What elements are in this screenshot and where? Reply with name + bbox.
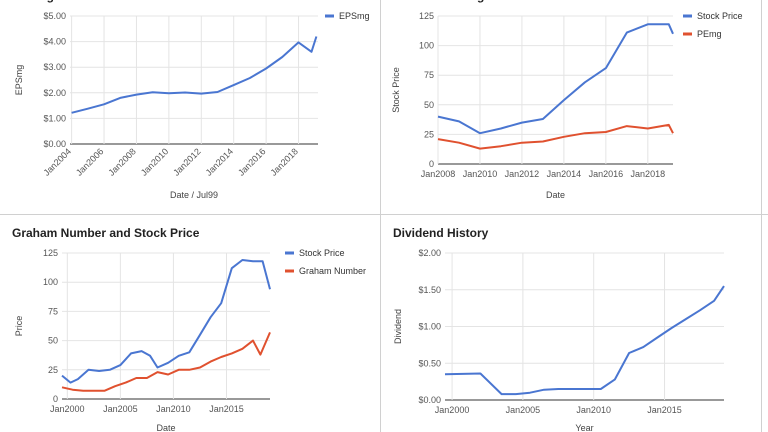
y-tick-label: $5.00 bbox=[43, 11, 66, 21]
series-line-graham-number bbox=[61, 332, 271, 392]
x-tick-label: Jan2012 bbox=[171, 146, 202, 177]
y-axis-label: EPSmg bbox=[14, 65, 24, 96]
x-tick-label: Jan2014 bbox=[204, 146, 235, 177]
legend-label: Graham Number bbox=[299, 266, 366, 276]
x-tick-label: Jan2016 bbox=[236, 146, 267, 177]
legend-label: EPSmg bbox=[339, 11, 370, 21]
x-tick-label: Jan2004 bbox=[42, 146, 73, 177]
chart-dividend-history: Dividend History $0.00 $0.50 $1.00 $1.50 $2.0… bbox=[393, 226, 725, 432]
chart-title: Price and PEmg bbox=[393, 0, 484, 3]
x-axis-label: Year bbox=[575, 423, 593, 432]
y-tick-label: 100 bbox=[43, 277, 58, 287]
y-tick-label: $1.00 bbox=[43, 113, 66, 123]
chart-epsmg: EPSmg $0.00 $1.00 $2.00 $3.00 $4.00 $5.00 Jan20… bbox=[12, 0, 370, 200]
x-tick-label: Jan2015 bbox=[209, 404, 244, 414]
y-tick-label: $2.00 bbox=[43, 88, 66, 98]
y-tick-label: 100 bbox=[419, 41, 434, 51]
y-tick-label: 25 bbox=[424, 129, 434, 139]
x-tick-label: Jan2005 bbox=[506, 405, 541, 415]
x-tick-label: Jan2012 bbox=[505, 169, 540, 179]
chart-graham-number: Graham Number and Stock Price 0 25 50 75 100 1… bbox=[12, 226, 366, 432]
y-tick-label: $0.00 bbox=[43, 139, 66, 149]
y-tick-label: $3.00 bbox=[43, 62, 66, 72]
series-line-stock-price bbox=[61, 259, 271, 384]
x-axis-label: Date bbox=[156, 423, 175, 432]
x-tick-label: Jan2000 bbox=[50, 404, 85, 414]
y-tick-label: 0 bbox=[429, 159, 434, 169]
panel-edge-right bbox=[761, 0, 762, 432]
chart-panel-graham-number: Graham Number and Stock Price 0 25 50 75 100 1… bbox=[0, 215, 380, 432]
x-tick-label: Jan2018 bbox=[631, 169, 666, 179]
x-tick-label: Jan2018 bbox=[268, 146, 299, 177]
chart-panel-price-and-pemg: Price and PEmg 0 25 50 75 100 125 Jan2008 Jan201… bbox=[381, 0, 761, 214]
x-tick-label: Jan2014 bbox=[547, 169, 582, 179]
series-line-pemg bbox=[437, 123, 674, 150]
x-tick-label: Jan2015 bbox=[647, 405, 682, 415]
y-tick-label: 125 bbox=[43, 248, 58, 258]
x-tick-label: Jan2005 bbox=[103, 404, 138, 414]
chart-price-and-pemg: Price and PEmg 0 25 50 75 100 125 Jan2008 Jan201… bbox=[391, 0, 743, 200]
x-tick-label: Jan2016 bbox=[589, 169, 624, 179]
y-tick-label: 25 bbox=[48, 365, 58, 375]
x-tick-label: Jan2010 bbox=[156, 404, 191, 414]
x-tick-label: Jan2008 bbox=[106, 146, 137, 177]
x-tick-label: Jan2008 bbox=[421, 169, 456, 179]
y-tick-label: $1.50 bbox=[418, 285, 441, 295]
legend-label: PEmg bbox=[697, 29, 722, 39]
chart-panel-epsmg: EPSmg $0.00 $1.00 $2.00 $3.00 $4.00 $5.00 Jan20… bbox=[0, 0, 380, 214]
series-line-dividend bbox=[444, 285, 725, 396]
y-axis-label: Dividend bbox=[393, 309, 403, 344]
y-tick-label: 0 bbox=[53, 394, 58, 404]
x-axis-label: Date / Jul99 bbox=[170, 190, 218, 200]
legend-label: Stock Price bbox=[697, 11, 743, 21]
y-tick-label: $1.00 bbox=[418, 322, 441, 332]
y-tick-label: $4.00 bbox=[43, 37, 66, 47]
panel-divider-vertical bbox=[380, 0, 381, 432]
x-axis-label: Date bbox=[546, 190, 565, 200]
series-line-stock-price bbox=[437, 23, 674, 135]
y-tick-label: 75 bbox=[424, 70, 434, 80]
y-tick-label: $0.50 bbox=[418, 358, 441, 368]
y-tick-label: $0.00 bbox=[418, 395, 441, 405]
chart-title: EPSmg bbox=[12, 0, 54, 3]
y-tick-label: $2.00 bbox=[418, 248, 441, 258]
y-tick-label: 50 bbox=[48, 336, 58, 346]
x-tick-label: Jan2000 bbox=[435, 405, 470, 415]
legend-label: Stock Price bbox=[299, 248, 345, 258]
y-tick-label: 50 bbox=[424, 100, 434, 110]
x-tick-label: Jan2010 bbox=[139, 146, 170, 177]
y-tick-label: 125 bbox=[419, 11, 434, 21]
x-tick-label: Jan2006 bbox=[74, 146, 105, 177]
x-tick-label: Jan2010 bbox=[576, 405, 611, 415]
chart-title: Graham Number and Stock Price bbox=[12, 226, 200, 240]
chart-panel-dividend-history: Dividend History $0.00 $0.50 $1.00 $1.50 $2.0… bbox=[381, 215, 761, 432]
series-line-epsmg bbox=[71, 36, 318, 114]
y-axis-label: Price bbox=[14, 316, 24, 337]
x-tick-label: Jan2010 bbox=[463, 169, 498, 179]
panel-divider-horizontal bbox=[0, 214, 768, 215]
chart-title: Dividend History bbox=[393, 226, 489, 240]
y-axis-label: Stock Price bbox=[391, 67, 401, 113]
y-tick-label: 75 bbox=[48, 306, 58, 316]
